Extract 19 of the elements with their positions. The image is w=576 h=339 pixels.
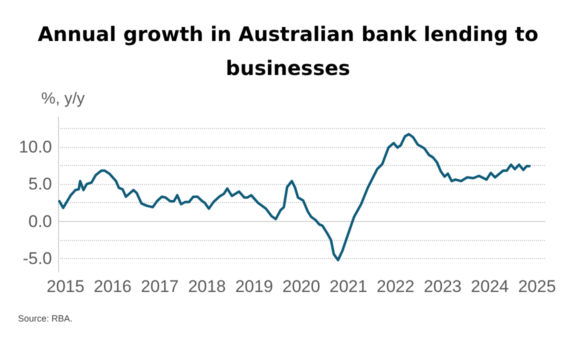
x-tick-label: 2025 bbox=[518, 277, 556, 296]
line-series bbox=[58, 132, 531, 262]
y-tick-label: -5.0 bbox=[22, 249, 52, 268]
y-tick-label: 0.0 bbox=[28, 212, 52, 231]
x-tick-label: 2016 bbox=[94, 277, 132, 296]
source-note: Source: RBA. bbox=[18, 314, 73, 324]
x-tick-label: 2022 bbox=[376, 277, 414, 296]
x-tick-label: 2018 bbox=[188, 277, 226, 296]
x-tick-label: 2021 bbox=[329, 277, 368, 296]
x-tick-label: 2017 bbox=[140, 277, 179, 296]
x-tick-label: 2020 bbox=[282, 277, 320, 296]
chart-title: Annual growth in Australian bank lending to businesses bbox=[38, 22, 538, 80]
y-axis-title: %, y/y bbox=[41, 90, 85, 108]
x-tick-label: 2019 bbox=[235, 277, 274, 296]
x-tick-label: 2024 bbox=[470, 277, 509, 296]
x-tick-label: 2015 bbox=[46, 277, 84, 296]
x-tick-label: 2023 bbox=[424, 277, 462, 296]
y-tick-label: 5.0 bbox=[28, 174, 52, 194]
y-tick-label: 10.0 bbox=[18, 137, 52, 156]
